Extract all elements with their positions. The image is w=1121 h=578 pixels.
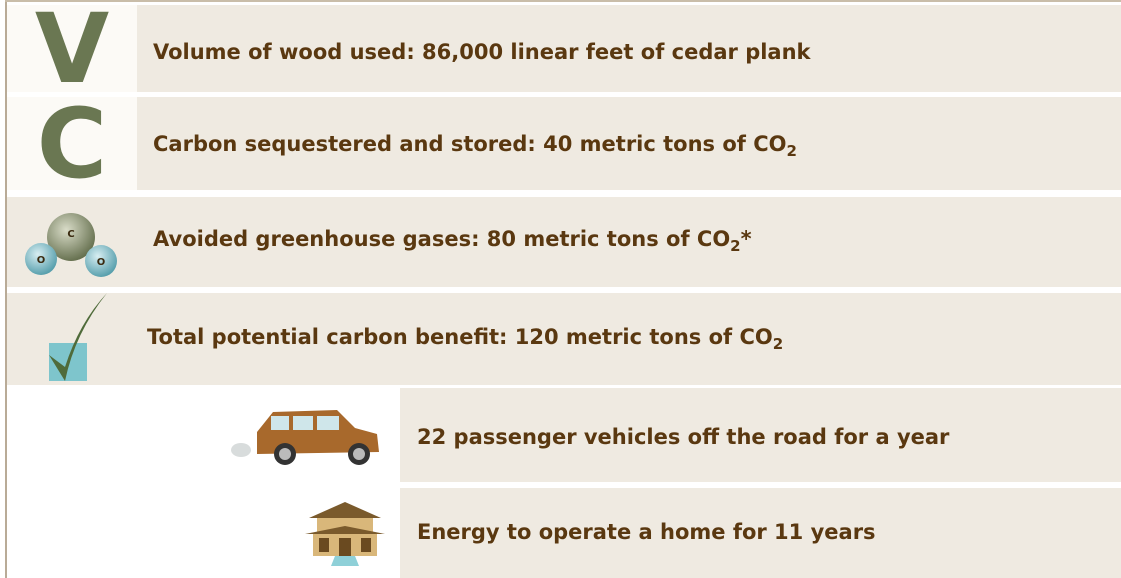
car-icon (227, 402, 387, 468)
icon-cell: C (7, 97, 137, 190)
text: Carbon sequestered and stored: 40 metric… (153, 132, 787, 156)
text: Energy to operate a home for 11 years (417, 520, 876, 544)
row-text: 22 passenger vehicles off the road for a… (417, 425, 949, 449)
atom-label: O (37, 255, 46, 266)
row-text: Carbon sequestered and stored: 40 metric… (153, 132, 797, 160)
row: Total potential carbon benefit: 120 metr… (7, 293, 1121, 385)
text: 22 passenger vehicles off the road for a… (417, 425, 949, 449)
icon-letter: C (7, 96, 137, 192)
house-icon (305, 500, 385, 566)
row: C O O Avoided greenhouse gases: 80 metri… (7, 197, 1121, 287)
subscript: 2 (773, 335, 783, 353)
subscript: 2 (787, 142, 797, 160)
text: Avoided greenhouse gases: 80 metric tons… (153, 227, 730, 251)
row: 22 passenger vehicles off the road for a… (7, 388, 1121, 482)
text: Volume of wood used: 86,000 linear feet … (153, 40, 811, 64)
text: Total potential carbon benefit: 120 metr… (147, 325, 773, 349)
infographic: V Volume of wood used: 86,000 linear fee… (0, 0, 1121, 578)
suffix: * (741, 227, 752, 251)
row-text: Avoided greenhouse gases: 80 metric tons… (153, 227, 752, 255)
row-text: Energy to operate a home for 11 years (417, 520, 876, 544)
row-text: Total potential carbon benefit: 120 metr… (147, 325, 783, 353)
row: C Carbon sequestered and stored: 40 metr… (7, 97, 1121, 190)
frame-top (5, 0, 1121, 2)
molecule-icon: C O O (19, 207, 119, 277)
row: V Volume of wood used: 86,000 linear fee… (7, 5, 1121, 92)
icon-cell: V (7, 5, 137, 92)
icon-letter: V (7, 1, 137, 97)
atom-label: O (97, 257, 106, 268)
subscript: 2 (730, 237, 740, 255)
atom-label: C (67, 229, 74, 240)
row: Energy to operate a home for 11 years (7, 488, 1121, 578)
check-icon (45, 293, 115, 383)
row-text: Volume of wood used: 86,000 linear feet … (153, 40, 811, 64)
